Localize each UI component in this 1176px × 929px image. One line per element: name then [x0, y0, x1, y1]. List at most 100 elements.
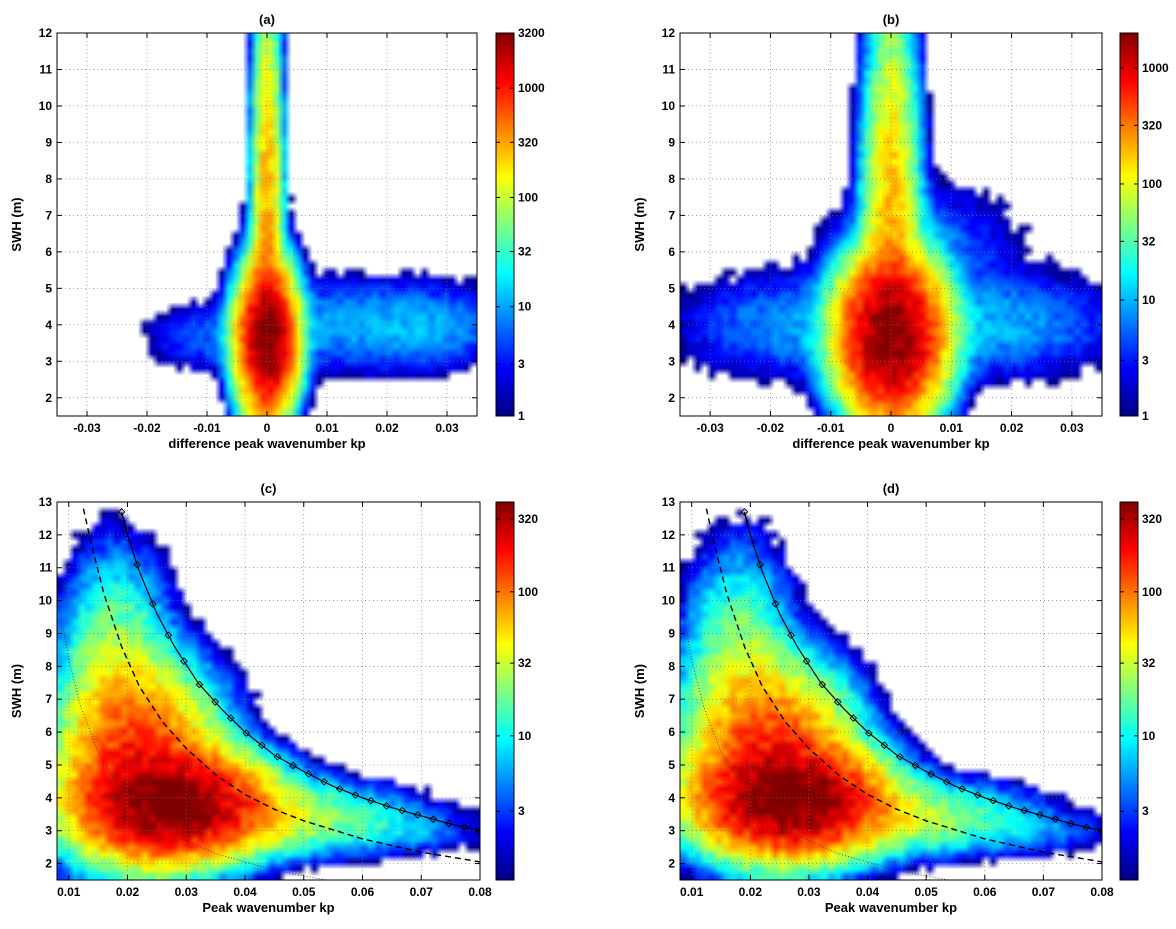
curve-marker — [989, 796, 998, 805]
x-tick-label: 0.02 — [375, 421, 399, 435]
curve-marker — [818, 680, 827, 689]
y-tick-label: 10 — [662, 594, 676, 608]
x-tick-label: 0.03 — [175, 885, 199, 899]
panel-title: (d) — [883, 481, 900, 496]
colorbar-tick-label: 3 — [518, 804, 525, 818]
y-tick-label: 2 — [45, 857, 52, 871]
curve-dotted — [680, 593, 952, 880]
x-tick-label: -0.03 — [696, 421, 724, 435]
y-tick-label: 4 — [45, 318, 52, 332]
y-tick-label: 13 — [39, 495, 53, 509]
heatmap-density — [57, 502, 480, 880]
curve-marker — [1020, 806, 1029, 815]
y-tick-label: 3 — [45, 824, 52, 838]
x-tick-label: 0.02 — [116, 885, 140, 899]
x-tick-label: 0.01 — [57, 885, 81, 899]
colorbar-tick-label: 10 — [518, 300, 532, 314]
colorbar: 3 10 32 100 320 — [1119, 501, 1162, 881]
curve-marker — [880, 741, 889, 750]
curve-marker — [1051, 815, 1060, 824]
colorbar-tick-label: 32 — [518, 656, 532, 670]
colorbar-gradient — [495, 501, 515, 881]
y-tick-label: 10 — [39, 99, 53, 113]
x-tick-label: 0.01 — [315, 421, 339, 435]
x-tick-label: 0.08 — [1090, 885, 1114, 899]
y-axis-label: SWH (m) — [9, 664, 24, 718]
panel-c: 0.01 0.02 0.03 0.04 0.05 0.06 0.07 0.08 2 3 4 5 6 7 8 9… — [9, 481, 538, 915]
y-tick-label: 7 — [45, 692, 52, 706]
curve-marker — [242, 729, 251, 737]
colorbar-tick-label: 100 — [518, 585, 538, 599]
curve-marker — [335, 785, 344, 793]
y-tick-label: 4 — [668, 318, 675, 332]
y-tick-label: 10 — [39, 594, 53, 608]
curve-marker — [180, 657, 188, 666]
y-axis-label: SWH (m) — [632, 664, 647, 718]
curve-marker — [476, 826, 480, 835]
panel-title: (b) — [883, 12, 900, 27]
y-tick-label: 9 — [45, 626, 52, 640]
x-tick-label: 0.07 — [1032, 885, 1056, 899]
colorbar-tick-label: 100 — [1142, 585, 1162, 599]
curve-marker — [382, 802, 391, 810]
curve-marker — [117, 508, 126, 516]
y-tick-label: 5 — [45, 758, 52, 772]
colorbar-tick-label: 3 — [1142, 804, 1149, 818]
curve-marker — [896, 752, 904, 761]
y-tick-label: 3 — [668, 824, 675, 838]
curve-solid-diamond — [121, 511, 480, 832]
curve-marker — [864, 729, 873, 737]
y-tick-label: 2 — [45, 391, 52, 405]
colorbar-tick-label: 1000 — [1142, 61, 1169, 75]
x-tick-label: 0.03 — [797, 885, 821, 899]
curve-marker — [1082, 823, 1091, 832]
curve-marker — [927, 770, 935, 778]
curve-marker — [849, 714, 858, 722]
y-tick-label: 9 — [45, 135, 52, 149]
y-tick-label: 11 — [662, 62, 675, 76]
y-tick-label: 5 — [45, 281, 52, 295]
curve-marker — [787, 631, 795, 640]
x-tick-label: 0.03 — [435, 421, 459, 435]
panel-a: -0.03 -0.02 -0.01 0 0.01 0.02 0.03234567891011… — [9, 12, 545, 451]
x-tick-label: 0 — [888, 421, 895, 435]
y-tick-label: 11 — [39, 62, 52, 76]
colorbar-gradient — [1119, 501, 1139, 881]
colorbar: 1 3 10 32 100 320 1000 — [1119, 32, 1169, 423]
curve-marker — [273, 752, 282, 761]
y-tick-label: 12 — [39, 26, 53, 40]
x-tick-label: 0.05 — [292, 885, 316, 899]
x-tick-label: 0.08 — [468, 885, 492, 899]
y-tick-label: 5 — [668, 758, 675, 772]
y-tick-label: 12 — [662, 26, 676, 40]
curve-marker — [148, 600, 157, 608]
colorbar-tick-label: 3200 — [518, 26, 545, 40]
y-tick-label: 7 — [668, 692, 675, 706]
x-tick-label: -0.01 — [817, 421, 845, 435]
curve-marker — [911, 761, 920, 770]
y-tick-label: 8 — [668, 172, 675, 186]
x-tick-label: -0.02 — [757, 421, 785, 435]
colorbar-tick-label: 32 — [1142, 234, 1156, 248]
y-tick-label: 11 — [39, 561, 52, 575]
y-tick-label: 8 — [45, 172, 52, 186]
curve-marker — [289, 761, 297, 770]
heatmap-density — [57, 33, 477, 416]
y-tick-label: 12 — [39, 528, 53, 542]
curve-dashed — [705, 508, 1102, 863]
y-tick-label: 2 — [668, 391, 675, 405]
y-tick-label: 3 — [45, 354, 52, 368]
colorbar-tick-label: 100 — [1142, 177, 1162, 191]
curve-marker — [133, 560, 142, 569]
colorbar-gradient — [495, 32, 515, 417]
x-axis-label: difference peak wavenumber kp — [168, 436, 365, 451]
x-tick-label: -0.03 — [73, 421, 101, 435]
y-tick-label: 4 — [668, 791, 675, 805]
x-tick-label: 0 — [264, 421, 271, 435]
y-axis-label: SWH (m) — [9, 197, 24, 251]
x-tick-label: 0.01 — [940, 421, 964, 435]
x-tick-label: 0.02 — [739, 885, 763, 899]
curve-marker — [460, 823, 469, 832]
curve-marker — [740, 508, 749, 516]
y-tick-label: 3 — [668, 354, 675, 368]
